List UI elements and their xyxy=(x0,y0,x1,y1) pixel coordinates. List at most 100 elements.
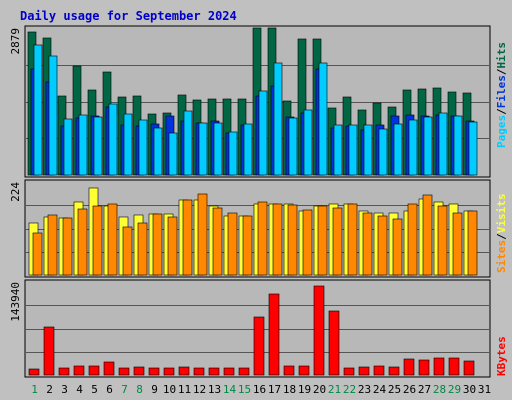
bar-kbytes-day-22 xyxy=(343,367,355,376)
bar-pages-day-24 xyxy=(378,128,388,176)
legend-pages: Pages xyxy=(495,115,508,148)
bar-pages-day-23 xyxy=(363,124,373,176)
day-label-12: 12 xyxy=(193,383,206,396)
bar-kbytes-day-30 xyxy=(463,360,475,376)
legend-kbytes: KBytes xyxy=(495,336,508,376)
day-label-24: 24 xyxy=(373,383,387,396)
day-label-2: 2 xyxy=(46,383,53,396)
day-label-17: 17 xyxy=(268,383,281,396)
bar-pages-day-10 xyxy=(168,132,178,176)
bar-kbytes-day-17 xyxy=(268,293,280,376)
day-label-31: 31 xyxy=(478,383,491,396)
day-label-29: 29 xyxy=(448,383,461,396)
day-label-11: 11 xyxy=(178,383,191,396)
bar-kbytes-day-3 xyxy=(58,367,70,376)
bar-pages-day-2 xyxy=(48,55,58,176)
day-label-5: 5 xyxy=(91,383,98,396)
bar-kbytes-day-8 xyxy=(133,366,145,376)
bar-pages-day-7 xyxy=(123,113,133,176)
day-label-8: 8 xyxy=(136,383,143,396)
bar-sites-day-15 xyxy=(242,215,253,276)
series-legend: KBytes xyxy=(495,336,508,376)
bar-pages-day-16 xyxy=(258,90,268,176)
bar-sites-day-16 xyxy=(257,201,268,276)
y-max-label: 224 xyxy=(9,182,22,202)
bar-sites-day-18 xyxy=(287,204,298,276)
y-max-label: 143940 xyxy=(9,282,22,322)
day-label-4: 4 xyxy=(76,383,83,396)
bar-kbytes-day-16 xyxy=(253,316,265,376)
bar-pages-day-5 xyxy=(93,116,103,176)
bar-sites-day-27 xyxy=(422,194,433,276)
bar-kbytes-day-10 xyxy=(163,367,175,376)
y-max-label: 2879 xyxy=(9,28,22,55)
bar-sites-day-10 xyxy=(167,216,178,276)
bar-sites-day-14 xyxy=(227,212,238,276)
bar-sites-day-21 xyxy=(332,207,343,276)
bar-kbytes-day-27 xyxy=(418,359,430,376)
bar-sites-day-22 xyxy=(347,203,358,276)
bar-sites-day-28 xyxy=(437,205,448,276)
legend-sites: Sites xyxy=(495,240,508,273)
day-label-1: 1 xyxy=(31,383,38,396)
bar-sites-day-2 xyxy=(47,214,58,276)
day-label-22: 22 xyxy=(343,383,356,396)
bar-sites-day-9 xyxy=(152,213,163,276)
legend-separator: / xyxy=(495,108,508,115)
bar-kbytes-day-20 xyxy=(313,285,325,376)
bar-sites-day-29 xyxy=(452,212,463,276)
day-label-27: 27 xyxy=(418,383,431,396)
day-label-6: 6 xyxy=(106,383,113,396)
panel-visits-sites: 224 Sites/Visits xyxy=(9,179,508,278)
legend-separator: / xyxy=(495,68,508,75)
day-label-21: 21 xyxy=(328,383,341,396)
bar-pages-day-15 xyxy=(243,123,253,176)
bar-sites-day-4 xyxy=(77,208,88,276)
day-label-3: 3 xyxy=(61,383,68,396)
x-axis-day-labels: 1 2 3 4 5 6 7 8 9 10 11 12 13 14 15 16 17 18 19 20 21 22 23 24 2… xyxy=(31,383,491,396)
bar-sites-day-20 xyxy=(317,205,328,276)
bar-pages-day-18 xyxy=(288,117,298,176)
bar-sites-day-19 xyxy=(302,209,313,276)
bar-kbytes-day-11 xyxy=(178,366,190,376)
legend-separator: / xyxy=(495,233,508,240)
panel-kbytes: 143940 KBytes xyxy=(9,279,508,378)
bar-pages-day-20 xyxy=(318,62,328,176)
bar-kbytes-day-29 xyxy=(448,357,460,376)
day-label-15: 15 xyxy=(238,383,251,396)
bar-sites-day-8 xyxy=(137,222,148,276)
bar-sites-day-11 xyxy=(182,199,193,276)
bar-pages-day-4 xyxy=(78,114,88,176)
bar-kbytes-day-25 xyxy=(388,366,400,376)
legend-files: Files xyxy=(495,75,508,108)
bar-pages-day-28 xyxy=(438,112,448,176)
bar-kbytes-day-12 xyxy=(193,367,205,376)
bar-kbytes-day-15 xyxy=(238,367,250,376)
bar-pages-day-27 xyxy=(423,116,433,176)
bar-pages-day-13 xyxy=(213,122,223,176)
bar-pages-day-19 xyxy=(303,109,313,176)
bar-pages-day-30 xyxy=(468,121,478,176)
bar-pages-day-9 xyxy=(153,127,163,176)
bar-pages-day-11 xyxy=(183,110,193,176)
day-label-23: 23 xyxy=(358,383,371,396)
bar-pages-day-22 xyxy=(348,124,358,176)
bar-kbytes-day-4 xyxy=(73,365,85,376)
series-pages xyxy=(33,44,478,176)
bar-kbytes-day-18 xyxy=(283,365,295,376)
bar-sites-day-1 xyxy=(32,232,43,276)
day-label-13: 13 xyxy=(208,383,221,396)
day-label-19: 19 xyxy=(298,383,311,396)
bar-kbytes-day-6 xyxy=(103,361,115,376)
bar-sites-day-7 xyxy=(122,226,133,276)
day-label-16: 16 xyxy=(253,383,266,396)
series-sites xyxy=(32,193,478,276)
day-label-20: 20 xyxy=(313,383,326,396)
bar-kbytes-day-28 xyxy=(433,357,445,376)
bar-sites-day-23 xyxy=(362,212,373,276)
bar-sites-day-26 xyxy=(407,203,418,276)
bar-kbytes-day-7 xyxy=(118,367,130,376)
